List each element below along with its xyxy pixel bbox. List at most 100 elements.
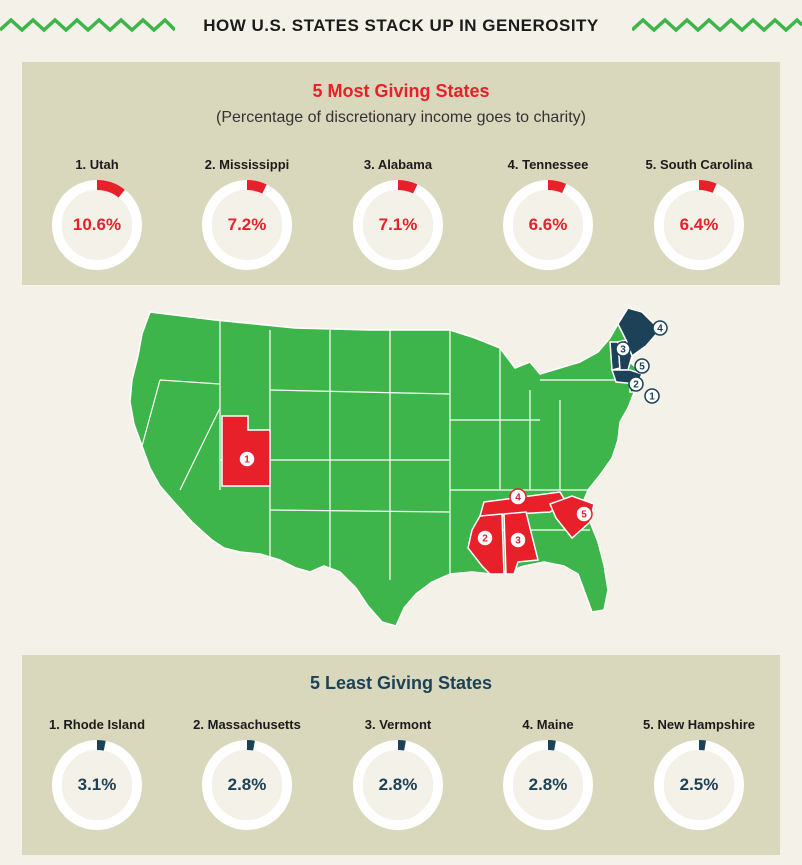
state-label: 5. South Carolina [645, 157, 753, 172]
least-giving-title: 5 Least Giving States [309, 673, 493, 693]
donut-ring: 3.1% [52, 740, 142, 830]
donut-ring: 6.4% [654, 180, 744, 270]
donut-ring: 10.6% [52, 180, 142, 270]
donut-ring: 2.8% [353, 740, 443, 830]
least-giving-stat: 4. Maine 2.8% [478, 717, 618, 830]
donut-center [363, 190, 433, 260]
marker-label: 1 [649, 392, 655, 403]
donut-graphic [202, 740, 292, 830]
donut-graphic [503, 740, 593, 830]
marker-label: 4 [515, 493, 521, 504]
state-label: 1. Utah [75, 157, 119, 172]
state-value: 2.8% [227, 775, 267, 794]
state-value: 10.6% [72, 215, 122, 234]
donut-arc [202, 740, 292, 830]
state-borders [141, 320, 620, 580]
state-value: 2.8% [528, 775, 568, 794]
state-value: 2.5% [679, 775, 719, 794]
donut-ring: 2.5% [654, 740, 744, 830]
donut-center [212, 750, 282, 820]
map-marker: 1 [644, 388, 660, 404]
donut-arc [503, 180, 593, 270]
donut-center [513, 750, 583, 820]
donut-arc [503, 740, 593, 830]
state-label: 1. Rhode Island [48, 717, 146, 732]
state-value: 7.1% [378, 215, 418, 234]
marker-label: 2 [633, 380, 639, 391]
state-value: 2.8% [378, 775, 418, 794]
map-marker: 5 [575, 505, 593, 523]
donut-graphic [503, 180, 593, 270]
donut-arc [202, 180, 292, 270]
least-giving-panel: 5 Least Giving States 1. Rhode Island 3.… [22, 655, 780, 855]
donut-center [664, 190, 734, 260]
donut-graphic [654, 180, 744, 270]
header: HOW U.S. STATES STACK UP IN GENEROSITY [0, 0, 802, 56]
donut-ring: 7.1% [353, 180, 443, 270]
map-marker: 4 [652, 320, 668, 336]
donut-center [62, 190, 132, 260]
us-map: 1 2 3 4 5 1 2 3 [120, 290, 700, 645]
most-giving-stat: 2. Mississippi 7.2% [177, 157, 317, 270]
donut-center [513, 190, 583, 260]
zigzag-left-decoration [0, 17, 175, 33]
page-title: HOW U.S. STATES STACK UP IN GENEROSITY [203, 16, 599, 35]
marker-label: 2 [482, 534, 488, 545]
donut-arc [654, 180, 744, 270]
donut-graphic [353, 180, 443, 270]
marker-label: 4 [657, 324, 663, 335]
state-label: 3. Alabama [363, 157, 433, 172]
marker-label: 5 [639, 362, 645, 373]
least-giving-stat: 2. Massachusetts 2.8% [177, 717, 317, 830]
donut-ring: 2.8% [503, 740, 593, 830]
donut-arc [353, 740, 443, 830]
most-giving-title: 5 Most Giving States [312, 81, 490, 101]
state-value: 6.6% [528, 215, 568, 234]
donut-graphic [52, 740, 142, 830]
state-label: 3. Vermont [364, 717, 432, 732]
state-value: 3.1% [77, 775, 117, 794]
most-giving-stat: 5. South Carolina 6.4% [629, 157, 769, 270]
most-giving-subtitle: (Percentage of discretionary income goes… [216, 109, 586, 126]
donut-center [664, 750, 734, 820]
donut-graphic [202, 180, 292, 270]
donut-arc [353, 180, 443, 270]
marker-label: 5 [581, 510, 587, 521]
map-marker: 5 [634, 358, 650, 374]
donut-ring: 6.6% [503, 180, 593, 270]
state-label: 4. Tennessee [507, 157, 589, 172]
donut-arc [52, 180, 142, 270]
most-giving-stat: 1. Utah 10.6% [27, 157, 167, 270]
map-marker: 3 [509, 531, 527, 549]
donut-center [363, 750, 433, 820]
most-giving-stat: 3. Alabama 7.1% [328, 157, 468, 270]
state-label: 2. Mississippi [204, 157, 290, 172]
us-mainland-shape [129, 311, 643, 627]
least-giving-stat: 5. New Hampshire 2.5% [629, 717, 769, 830]
map-marker: 2 [476, 529, 494, 547]
least-giving-stat: 3. Vermont 2.8% [328, 717, 468, 830]
state-label: 4. Maine [522, 717, 574, 732]
donut-center [212, 190, 282, 260]
state-label: 5. New Hampshire [643, 717, 755, 732]
map-marker: 4 [509, 488, 527, 506]
map-marker: 2 [628, 376, 644, 392]
donut-arc [654, 740, 744, 830]
donut-center [62, 750, 132, 820]
donut-graphic [52, 180, 142, 270]
marker-label: 1 [244, 455, 250, 466]
most-giving-stat: 4. Tennessee 6.6% [478, 157, 618, 270]
donut-graphic [353, 740, 443, 830]
donut-arc [52, 740, 142, 830]
map-marker: 1 [238, 450, 256, 468]
state-value: 6.4% [679, 215, 719, 234]
map-marker: 3 [615, 341, 631, 357]
zigzag-right-decoration [632, 17, 802, 33]
state-label: 2. Massachusetts [193, 717, 301, 732]
donut-ring: 2.8% [202, 740, 292, 830]
most-giving-panel: 5 Most Giving States (Percentage of disc… [22, 62, 780, 285]
state-value: 7.2% [227, 215, 267, 234]
donut-graphic [654, 740, 744, 830]
least-giving-stat: 1. Rhode Island 3.1% [27, 717, 167, 830]
marker-label: 3 [515, 536, 521, 547]
